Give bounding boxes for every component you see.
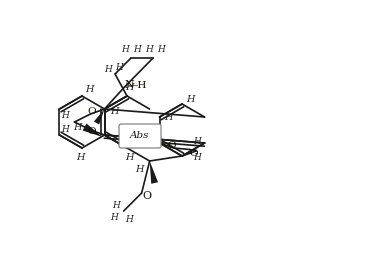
Polygon shape	[150, 161, 158, 184]
Text: H: H	[85, 84, 93, 93]
Text: H: H	[110, 213, 118, 222]
Text: H: H	[145, 45, 153, 55]
Text: O: O	[87, 127, 96, 136]
Text: H: H	[76, 153, 84, 161]
Text: H: H	[125, 82, 133, 92]
Text: H: H	[164, 113, 173, 121]
FancyBboxPatch shape	[119, 124, 161, 148]
Text: H: H	[194, 137, 201, 146]
Text: H: H	[133, 45, 141, 55]
Text: Abs: Abs	[130, 132, 150, 141]
Text: H: H	[115, 62, 123, 72]
Text: H: H	[125, 215, 133, 224]
Text: H: H	[110, 107, 119, 116]
Text: O: O	[142, 191, 151, 201]
Text: H: H	[104, 64, 112, 73]
Text: —H: —H	[128, 81, 147, 90]
Polygon shape	[83, 124, 103, 137]
Text: H: H	[186, 95, 194, 104]
Text: H: H	[136, 164, 144, 173]
Text: H: H	[62, 110, 69, 119]
Text: H: H	[125, 153, 133, 161]
Text: H: H	[157, 45, 165, 55]
Text: H: H	[194, 153, 201, 162]
Text: O: O	[167, 141, 176, 150]
Text: H: H	[73, 122, 82, 132]
Text: O: O	[87, 107, 96, 116]
Text: H: H	[112, 201, 119, 210]
Text: O: O	[190, 150, 198, 158]
Text: H: H	[121, 45, 129, 55]
Polygon shape	[94, 109, 105, 124]
Text: H: H	[62, 124, 69, 133]
Text: N: N	[124, 80, 134, 90]
